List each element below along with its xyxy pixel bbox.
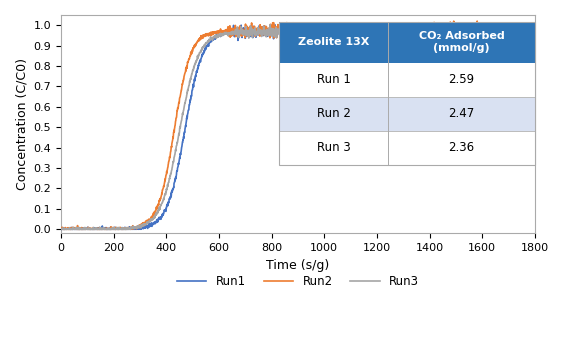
Text: Zeolite 13X: Zeolite 13X: [298, 37, 369, 47]
Run2: [492, 32, 499, 36]
Bar: [279, 22, 388, 63]
Text: Run 3: Run 3: [316, 141, 350, 154]
Run3: [270, 34, 276, 38]
Run1: [80, 227, 87, 231]
Run1: [479, 25, 486, 29]
Run2: [58, 226, 64, 230]
Bar: [279, 63, 388, 97]
Run1: [400, 29, 407, 34]
Bar: [388, 131, 535, 165]
Bar: [279, 131, 388, 165]
Text: 2.36: 2.36: [448, 141, 474, 154]
Run1: [257, 27, 264, 31]
Text: CO₂ Adsorbed
(mmol/g): CO₂ Adsorbed (mmol/g): [418, 31, 504, 53]
Legend: Run1, Run2, Run3: Run1, Run2, Run3: [172, 271, 424, 293]
Line: Run1: Run1: [61, 23, 495, 229]
Run1: [479, 28, 486, 32]
Run3: [479, 30, 486, 35]
Line: Run3: Run3: [61, 25, 495, 229]
Run3: [267, 23, 274, 27]
Run3: [492, 31, 499, 36]
Run2: [450, 19, 457, 23]
Text: 2.47: 2.47: [448, 107, 475, 120]
Run2: [400, 28, 407, 32]
Run2: [80, 226, 87, 231]
Bar: [388, 22, 535, 63]
Text: Run 1: Run 1: [316, 74, 350, 87]
Run1: [323, 21, 330, 25]
Run1: [58, 227, 64, 231]
Run2: [258, 27, 265, 31]
Run3: [58, 227, 64, 231]
Run2: [479, 31, 486, 35]
X-axis label: Time (s/g): Time (s/g): [266, 259, 329, 272]
Run2: [58, 227, 65, 231]
Bar: [279, 97, 388, 131]
Run3: [58, 227, 65, 231]
Line: Run2: Run2: [61, 21, 495, 229]
Bar: [388, 97, 535, 131]
Run1: [492, 24, 499, 28]
Run3: [80, 227, 87, 231]
Text: Run 2: Run 2: [316, 107, 350, 120]
Run3: [258, 29, 265, 33]
Text: 2.59: 2.59: [448, 74, 474, 87]
Run1: [269, 28, 276, 32]
Run3: [480, 29, 487, 33]
Run2: [269, 25, 276, 29]
Bar: [279, 22, 535, 165]
Y-axis label: Concentration (C/C0): Concentration (C/C0): [15, 58, 28, 190]
Run3: [400, 27, 407, 31]
Bar: [388, 63, 535, 97]
Run2: [480, 25, 487, 29]
